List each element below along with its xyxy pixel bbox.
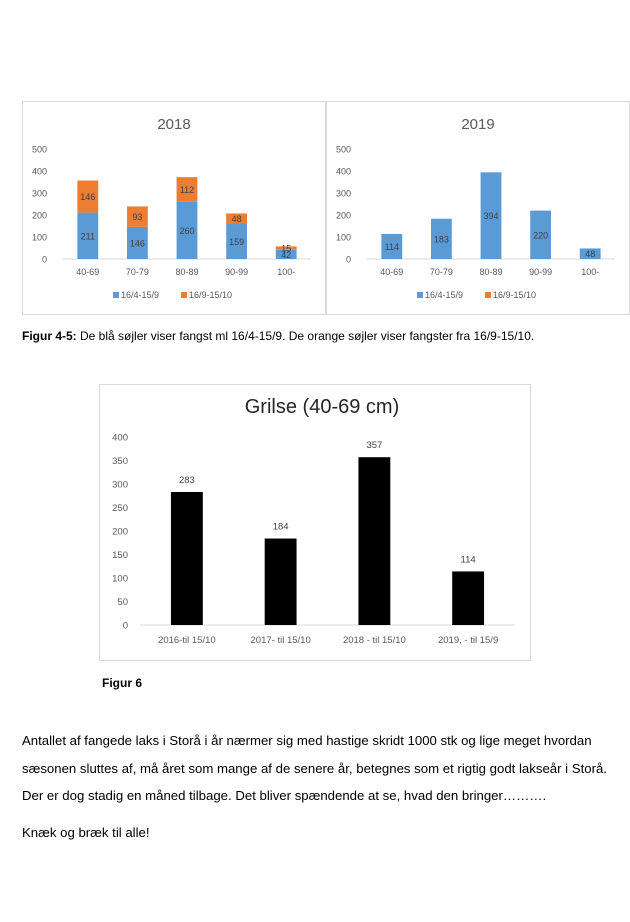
- figure-caption-label: Figur 4-5:: [22, 329, 77, 343]
- y-tick-label: 500: [32, 145, 47, 155]
- y-tick-label: 300: [112, 480, 128, 491]
- y-tick-label: 100: [32, 233, 47, 243]
- y-tick-label: 200: [112, 527, 128, 538]
- data-label: 48: [585, 249, 595, 259]
- data-label: 220: [533, 230, 548, 240]
- bar-spring: [430, 218, 452, 259]
- y-tick-label: 400: [112, 433, 128, 444]
- x-tick-label: 80-89: [479, 267, 502, 277]
- y-tick-label: 400: [32, 167, 47, 177]
- x-tick-label: 90-99: [225, 267, 248, 277]
- bar-spring: [77, 212, 99, 259]
- bar-spring: [480, 172, 502, 259]
- bar-spring: [275, 249, 297, 259]
- closing-line: Knæk og bræk til alle!: [22, 825, 150, 840]
- y-tick-label: 0: [346, 255, 351, 265]
- x-tick-label: 100-: [581, 267, 599, 277]
- data-label: 183: [434, 234, 449, 244]
- bar-spring: [176, 201, 198, 259]
- y-tick-label: 400: [336, 167, 351, 177]
- data-label: 146: [80, 192, 95, 202]
- data-label: 114: [461, 554, 476, 565]
- bar-spring: [226, 224, 248, 259]
- bar-autumn: [275, 246, 297, 250]
- y-tick-label: 300: [32, 189, 47, 199]
- y-tick-label: 200: [336, 211, 351, 221]
- chart-title: 2018: [157, 116, 190, 133]
- y-tick-label: 0: [42, 255, 47, 265]
- bar-autumn: [77, 180, 99, 213]
- chart-title: 2019: [461, 116, 494, 133]
- bar: [358, 457, 391, 625]
- x-tick-label: 80-89: [175, 267, 198, 277]
- paragraph-line-3: Der er dog stadig en måned tilbage. Det …: [22, 788, 547, 803]
- chart-2018: 2018 0 100 200 300 400 500 211 146 40-69 146 93 70-7…: [22, 101, 326, 315]
- chart-2019: 2019 0 100 200 300 400 500 114 40-69 183 70-79 394 8…: [326, 101, 630, 315]
- y-tick-label: 300: [336, 189, 351, 199]
- legend-label: 16/9-15/10: [493, 290, 536, 300]
- bar-autumn: [176, 177, 198, 202]
- data-label: 283: [179, 475, 195, 486]
- y-tick-label: 200: [32, 211, 47, 221]
- legend-label: 16/4-15/9: [121, 290, 159, 300]
- x-tick-label: 2019, - til 15/9: [438, 635, 498, 646]
- y-tick-label: 0: [123, 621, 128, 632]
- x-tick-label: 2016-til 15/10: [158, 635, 216, 646]
- bar-spring: [126, 226, 148, 259]
- data-label: 394: [483, 211, 498, 221]
- legend-swatch: [485, 292, 491, 298]
- paragraph-line-1: Antallet af fangede laks i Storå i år næ…: [22, 733, 592, 748]
- y-tick-label: 100: [112, 574, 128, 585]
- data-label: 184: [273, 522, 289, 533]
- paragraph-line-2: sæsonen sluttes af, må året som mange af…: [22, 761, 607, 776]
- x-tick-label: 40-69: [380, 267, 403, 277]
- x-tick-label: 70-79: [126, 267, 149, 277]
- data-label: 146: [130, 238, 145, 248]
- x-tick-label: 2017- til 15/10: [251, 635, 311, 646]
- data-label: 93: [132, 212, 142, 222]
- chart-grilse: Grilse (40-69 cm) 0 50 100 150 200 250 300 350 40…: [99, 384, 531, 661]
- x-tick-label: 2018 - til 15/10: [343, 635, 406, 646]
- legend-label: 16/9-15/10: [189, 290, 232, 300]
- data-label: 211: [81, 231, 95, 241]
- x-tick-label: 40-69: [76, 267, 99, 277]
- chart-2018-svg: 2018 0 100 200 300 400 500 211 146 40-69 146 93 70-7…: [32, 116, 311, 300]
- data-label: 114: [385, 242, 399, 252]
- data-label: 357: [366, 440, 382, 451]
- legend-swatch: [417, 292, 423, 298]
- legend-swatch: [181, 292, 187, 298]
- data-label: 15: [281, 244, 291, 254]
- bar: [170, 491, 203, 625]
- bar: [264, 538, 297, 625]
- y-tick-label: 350: [112, 456, 128, 467]
- y-tick-label: 250: [112, 503, 128, 514]
- bar-spring: [381, 233, 403, 259]
- figure-caption: Figur 4-5: De blå søjler viser fangst ml…: [22, 329, 534, 343]
- bar: [452, 571, 485, 625]
- bar-spring: [579, 248, 601, 259]
- data-label: 159: [229, 237, 244, 247]
- chart-grilse-svg: Grilse (40-69 cm) 0 50 100 150 200 250 300 350 40…: [112, 396, 515, 646]
- figure-6-label: Figur 6: [102, 676, 143, 690]
- y-tick-label: 50: [117, 597, 128, 608]
- x-tick-label: 100-: [277, 267, 295, 277]
- y-tick-label: 150: [112, 550, 128, 561]
- legend-swatch: [113, 292, 119, 298]
- data-label: 112: [180, 185, 194, 195]
- data-label: 260: [179, 226, 194, 236]
- bar-autumn: [226, 213, 248, 225]
- x-tick-label: 90-99: [529, 267, 552, 277]
- bar-autumn: [126, 206, 148, 227]
- chart-2019-svg: 2019 0 100 200 300 400 500 114 40-69 183 70-79 394 8…: [336, 116, 615, 300]
- figure-caption-text: De blå søjler viser fangst ml 16/4-15/9.…: [76, 329, 535, 343]
- legend-label: 16/4-15/9: [425, 290, 463, 300]
- y-tick-label: 100: [336, 233, 351, 243]
- chart-title: Grilse (40-69 cm): [245, 396, 399, 418]
- y-tick-label: 500: [336, 145, 351, 155]
- bar-spring: [530, 210, 552, 259]
- data-label: 42: [281, 250, 291, 260]
- x-tick-label: 70-79: [430, 267, 453, 277]
- data-label: 48: [232, 214, 242, 224]
